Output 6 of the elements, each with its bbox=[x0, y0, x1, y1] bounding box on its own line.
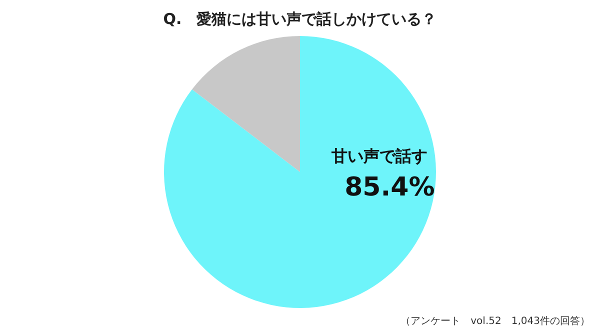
pie-slice bbox=[192, 36, 300, 172]
slice-label: 甘い声で話す bbox=[330, 146, 428, 166]
pie-slice bbox=[164, 36, 436, 308]
data-label: 85.4% bbox=[344, 172, 435, 202]
chart-title: Q. 愛猫には甘い声で話しかけている？ bbox=[163, 10, 437, 28]
text: （アンケート vol.52 1,043件の回答） bbox=[400, 315, 590, 327]
